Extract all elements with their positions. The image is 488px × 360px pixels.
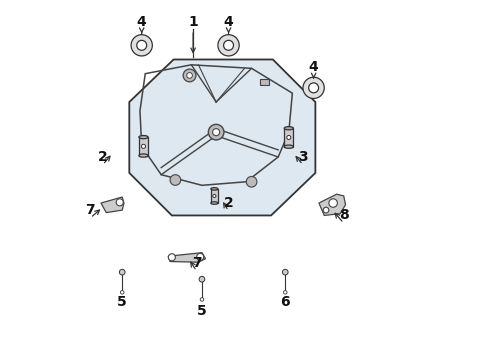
Circle shape [199, 276, 204, 282]
Circle shape [308, 83, 318, 93]
Polygon shape [129, 59, 315, 215]
Text: 1: 1 [188, 15, 198, 29]
Text: 4: 4 [137, 15, 146, 29]
Circle shape [120, 291, 124, 294]
Circle shape [218, 35, 239, 56]
Circle shape [141, 144, 145, 148]
Bar [210, 189, 218, 203]
Bar [284, 128, 293, 147]
Circle shape [282, 269, 287, 275]
Circle shape [286, 135, 290, 139]
Text: 7: 7 [191, 256, 201, 270]
Polygon shape [318, 194, 345, 215]
Text: 2: 2 [223, 196, 233, 210]
Text: 2: 2 [98, 150, 107, 164]
Text: 8: 8 [338, 208, 348, 222]
Circle shape [119, 269, 125, 275]
Circle shape [183, 69, 196, 82]
Circle shape [208, 124, 224, 140]
Circle shape [246, 176, 256, 187]
Circle shape [196, 253, 203, 260]
Circle shape [168, 254, 175, 261]
Text: 6: 6 [280, 295, 289, 309]
Polygon shape [101, 197, 124, 213]
Text: 3: 3 [298, 150, 307, 164]
Ellipse shape [284, 127, 293, 130]
Circle shape [323, 207, 328, 213]
Bar [260, 78, 269, 85]
Text: 7: 7 [85, 203, 95, 217]
Circle shape [212, 194, 216, 198]
Ellipse shape [284, 145, 293, 148]
Circle shape [303, 77, 324, 99]
Circle shape [170, 175, 181, 185]
Text: 5: 5 [117, 295, 127, 309]
Circle shape [116, 199, 123, 206]
Polygon shape [168, 253, 205, 262]
Ellipse shape [139, 154, 148, 157]
Text: 4: 4 [308, 59, 318, 73]
Bar [139, 137, 148, 156]
Circle shape [137, 40, 146, 50]
Ellipse shape [139, 135, 148, 139]
Text: 4: 4 [223, 15, 233, 29]
Circle shape [223, 40, 233, 50]
Text: 5: 5 [197, 304, 206, 318]
Circle shape [212, 129, 219, 136]
Circle shape [328, 199, 337, 207]
Circle shape [186, 73, 192, 78]
Circle shape [283, 291, 286, 294]
Circle shape [131, 35, 152, 56]
Ellipse shape [210, 188, 218, 190]
Ellipse shape [210, 202, 218, 204]
Circle shape [200, 298, 203, 301]
